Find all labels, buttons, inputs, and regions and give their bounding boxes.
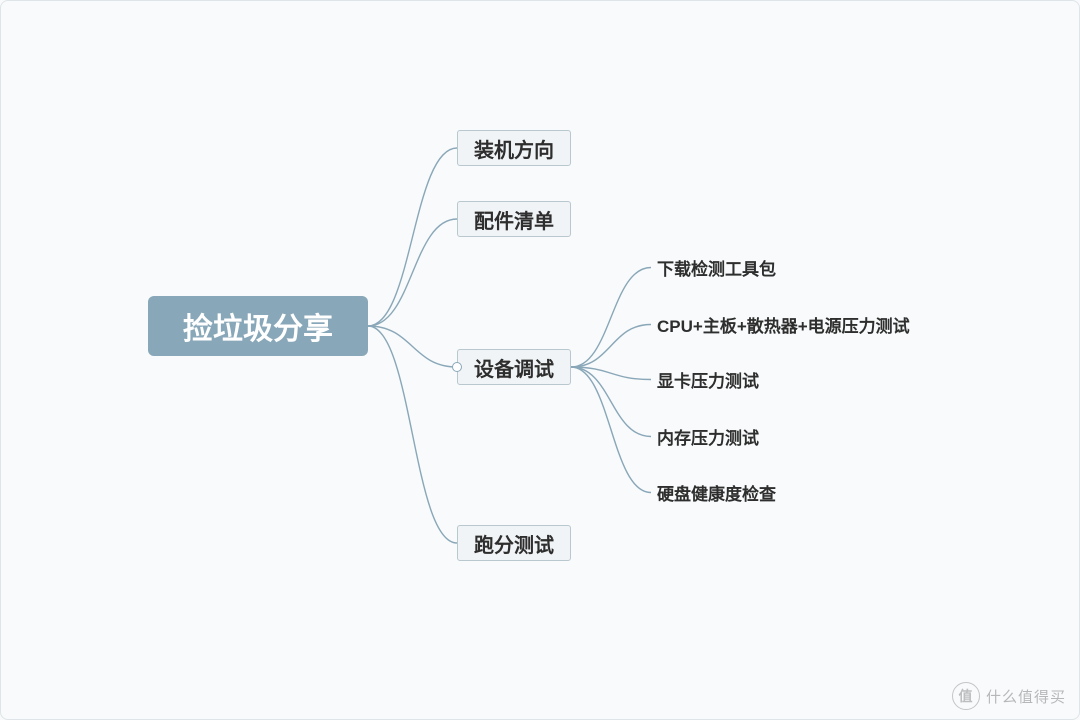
branch-label: 装机方向 xyxy=(474,134,554,163)
watermark-badge-text: 值 xyxy=(958,686,973,706)
leaf-label: 硬盘健康度检查 xyxy=(657,485,776,504)
branch-label: 跑分测试 xyxy=(474,529,554,558)
leaf-label: CPU+主板+散热器+电源压力测试 xyxy=(657,317,910,336)
leaf-node-3[interactable]: 显卡压力测试 xyxy=(657,367,759,392)
branch-node-2[interactable]: 配件清单 xyxy=(457,201,571,237)
leaf-node-1[interactable]: 下载检测工具包 xyxy=(657,255,776,280)
watermark: 值 什么值得买 xyxy=(952,682,1066,710)
leaf-label: 内存压力测试 xyxy=(657,429,759,448)
mindmap-canvas: 捡垃圾分享 装机方向 配件清单 设备调试 跑分测试 下载检测工具包 CPU+主板… xyxy=(0,0,1080,720)
root-node[interactable]: 捡垃圾分享 xyxy=(148,296,368,356)
watermark-badge-icon: 值 xyxy=(952,682,980,710)
leaf-node-2[interactable]: CPU+主板+散热器+电源压力测试 xyxy=(657,312,910,337)
watermark-text: 什么值得买 xyxy=(986,686,1066,707)
leaf-node-4[interactable]: 内存压力测试 xyxy=(657,424,759,449)
leaf-label: 显卡压力测试 xyxy=(657,372,759,391)
root-label: 捡垃圾分享 xyxy=(183,304,333,348)
leaf-label: 下载检测工具包 xyxy=(657,260,776,279)
branch-label: 配件清单 xyxy=(474,205,554,234)
branch-label: 设备调试 xyxy=(474,353,554,382)
branch-node-4[interactable]: 跑分测试 xyxy=(457,525,571,561)
branch-node-3[interactable]: 设备调试 xyxy=(457,349,571,385)
expand-dot-icon[interactable] xyxy=(452,362,462,372)
branch-node-1[interactable]: 装机方向 xyxy=(457,130,571,166)
leaf-node-5[interactable]: 硬盘健康度检查 xyxy=(657,480,776,505)
